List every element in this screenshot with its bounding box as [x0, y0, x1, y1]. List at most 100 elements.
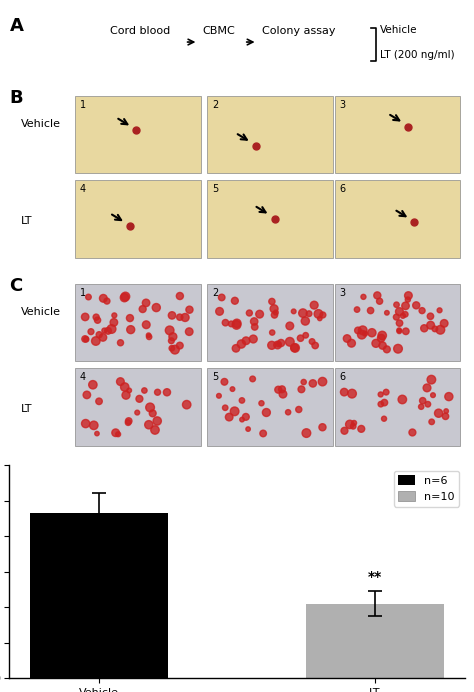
Point [346, 419, 354, 430]
Point [238, 395, 246, 406]
Bar [75, 368, 201, 446]
Point [402, 300, 410, 311]
Point [103, 295, 111, 307]
Point [440, 318, 448, 329]
Point [277, 338, 285, 349]
Point [437, 325, 444, 336]
Point [242, 335, 250, 346]
Point [163, 387, 171, 398]
Point [319, 309, 327, 320]
Point [259, 428, 267, 439]
Point [142, 298, 150, 309]
Point [299, 307, 307, 318]
Point [278, 384, 286, 395]
Point [418, 401, 425, 412]
Point [270, 303, 278, 314]
Text: Colony assay: Colony assay [262, 26, 336, 37]
Point [93, 428, 101, 439]
Point [396, 318, 403, 329]
Point [90, 420, 98, 431]
Point [380, 413, 388, 424]
Point [124, 417, 132, 428]
Point [100, 293, 107, 304]
Point [117, 376, 124, 387]
Point [82, 311, 89, 322]
Point [139, 304, 146, 315]
Point [305, 308, 313, 319]
Bar [335, 284, 460, 361]
Point [300, 376, 308, 388]
Point [383, 344, 391, 355]
Point [427, 311, 434, 322]
Text: 6: 6 [339, 372, 346, 382]
Point [110, 317, 118, 328]
Point [232, 343, 240, 354]
Point [290, 306, 298, 317]
Point [237, 338, 245, 349]
Point [286, 336, 293, 347]
Point [246, 307, 253, 318]
Point [319, 376, 326, 387]
Text: LT (200 ng/ml): LT (200 ng/ml) [380, 51, 455, 60]
Point [89, 379, 97, 390]
Point [424, 399, 432, 410]
Point [82, 334, 90, 345]
Text: 4: 4 [80, 372, 86, 382]
Point [340, 387, 348, 398]
Point [154, 387, 161, 398]
Point [343, 333, 351, 344]
Point [315, 309, 322, 320]
Point [181, 312, 189, 323]
Text: 1: 1 [80, 100, 86, 109]
Point [166, 325, 173, 336]
Bar [75, 284, 201, 361]
Bar [335, 368, 460, 446]
Point [431, 323, 438, 334]
Point [377, 389, 384, 400]
Point [379, 340, 386, 351]
Point [154, 415, 161, 426]
Point [268, 327, 276, 338]
Point [87, 326, 95, 337]
Point [284, 407, 292, 418]
Text: LT: LT [21, 216, 32, 226]
Point [85, 291, 92, 302]
Point [272, 307, 280, 318]
Point [136, 393, 143, 404]
Point [168, 310, 176, 321]
Point [268, 296, 276, 307]
Point [301, 316, 309, 327]
Point [153, 302, 160, 313]
Point [319, 421, 326, 432]
Point [126, 313, 134, 324]
Point [92, 336, 100, 347]
Text: 2: 2 [212, 288, 218, 298]
Bar [75, 96, 201, 173]
Point [357, 424, 365, 435]
Text: **: ** [368, 570, 382, 584]
Point [442, 411, 449, 422]
Point [279, 389, 287, 400]
Point [238, 414, 246, 425]
Point [349, 421, 357, 432]
Text: 5: 5 [212, 184, 218, 194]
Text: Cord blood: Cord blood [109, 26, 170, 37]
Point [445, 391, 453, 402]
Bar [335, 181, 460, 257]
Point [112, 427, 119, 438]
Point [392, 311, 400, 322]
Point [381, 397, 388, 408]
Point [126, 385, 133, 396]
Point [419, 395, 427, 406]
Text: C: C [9, 277, 23, 295]
Point [302, 428, 310, 439]
Point [354, 325, 362, 336]
Point [412, 300, 420, 311]
Point [376, 295, 383, 307]
Point [169, 331, 177, 343]
Point [409, 427, 416, 438]
Point [368, 327, 376, 338]
Point [100, 325, 108, 336]
Text: LT: LT [21, 403, 32, 414]
Point [183, 399, 191, 410]
